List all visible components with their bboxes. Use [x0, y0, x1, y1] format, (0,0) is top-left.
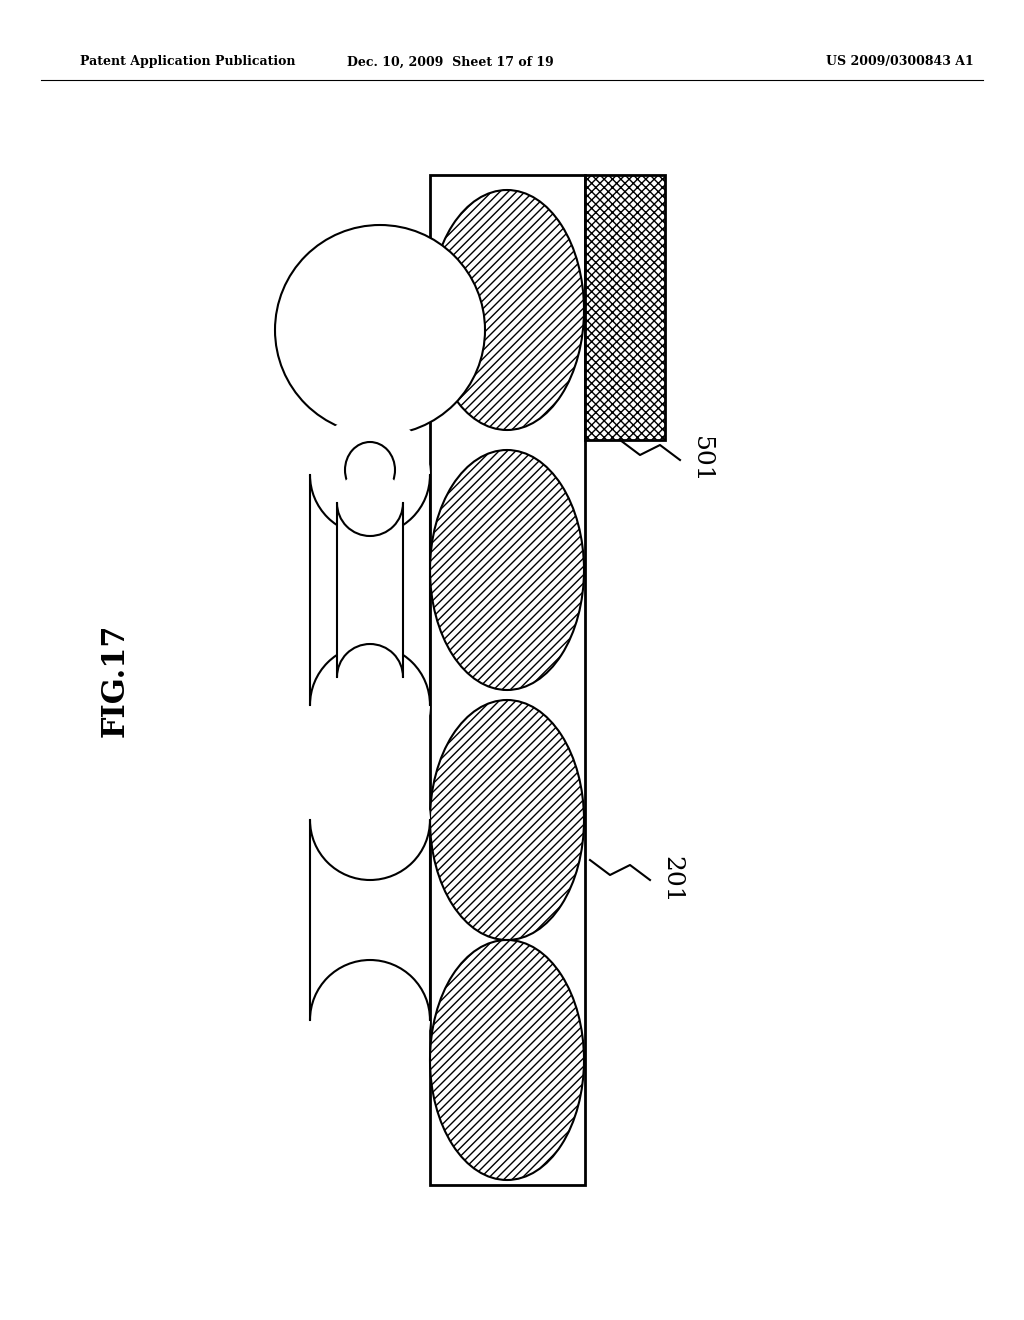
Ellipse shape [430, 450, 584, 690]
Ellipse shape [345, 442, 395, 498]
Ellipse shape [275, 224, 485, 436]
Ellipse shape [310, 760, 430, 880]
Ellipse shape [430, 940, 584, 1180]
Bar [337, 503, 403, 677]
Text: 201: 201 [660, 857, 683, 904]
Text: Patent Application Publication: Patent Application Publication [80, 55, 296, 69]
Text: US 2009/0300843 A1: US 2009/0300843 A1 [826, 55, 974, 69]
Ellipse shape [430, 190, 584, 430]
Text: FIG.17: FIG.17 [99, 623, 130, 737]
Ellipse shape [310, 960, 430, 1080]
Bar [310, 475, 430, 705]
Text: Dec. 10, 2009  Sheet 17 of 19: Dec. 10, 2009 Sheet 17 of 19 [347, 55, 553, 69]
Text: 501: 501 [690, 436, 713, 483]
Ellipse shape [337, 644, 403, 710]
Ellipse shape [337, 470, 403, 536]
Ellipse shape [310, 645, 430, 766]
Bar [585, 176, 665, 440]
Bar [310, 820, 430, 1020]
Ellipse shape [310, 414, 430, 535]
Ellipse shape [430, 700, 584, 940]
Bar [430, 176, 585, 1185]
